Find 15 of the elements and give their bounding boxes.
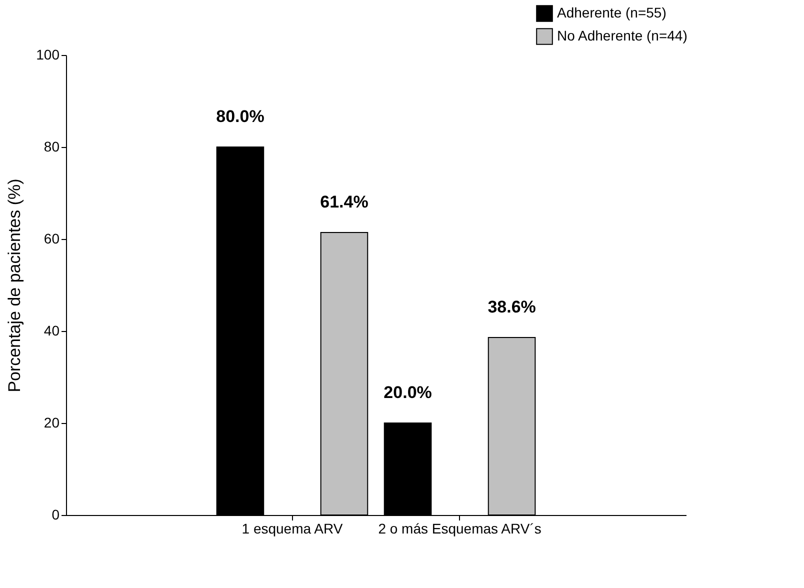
legend-label: Adherente (n=55) (557, 4, 666, 20)
y-tick-label: 80 (44, 138, 60, 154)
y-axis-title: Porcentaje de pacientes (%) (5, 178, 24, 392)
y-tick-label: 40 (44, 322, 60, 338)
legend-label: No Adherente (n=44) (557, 28, 688, 44)
y-tick-label: 100 (36, 46, 60, 62)
y-tick-label: 20 (44, 414, 60, 430)
x-tick-label: 1 esquema ARV (242, 520, 344, 536)
y-tick-label: 60 (44, 230, 60, 246)
y-tick-label: 0 (52, 506, 60, 522)
data-label: 80.0% (216, 107, 264, 126)
data-label: 38.6% (488, 297, 536, 316)
data-label: 20.0% (384, 383, 432, 402)
x-tick-label: 2 o más Esquemas ARV´s (378, 520, 542, 536)
data-label: 61.4% (320, 192, 368, 212)
